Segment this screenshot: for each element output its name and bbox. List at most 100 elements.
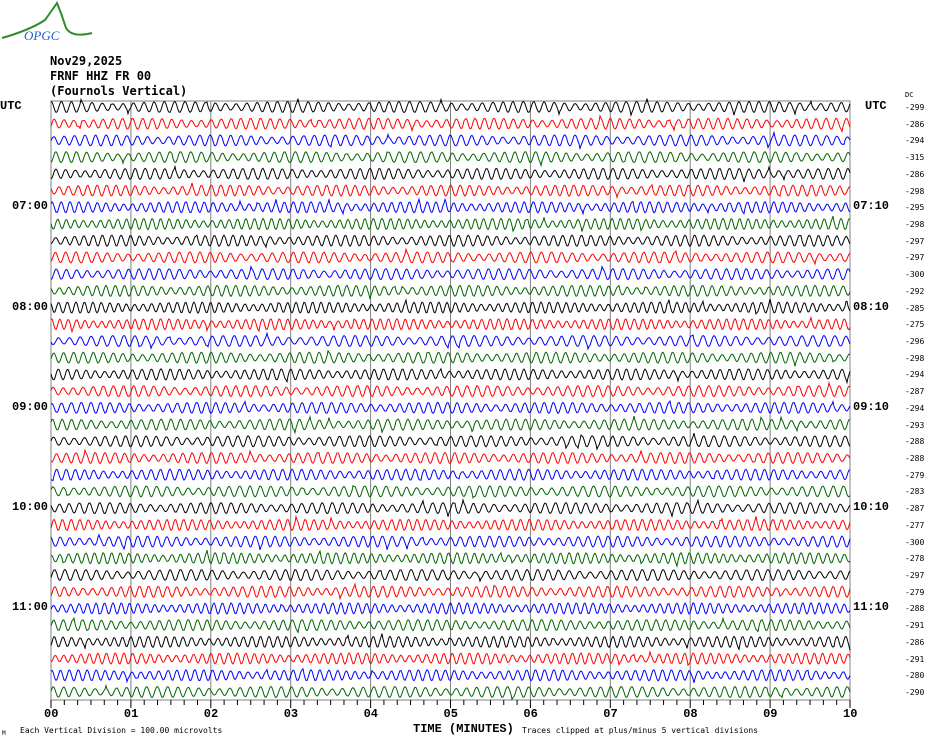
trace-row-17 — [50, 380, 851, 398]
dc-offset-label: -290 — [905, 688, 925, 697]
dc-offset-label: -297 — [905, 253, 925, 263]
dc-offset-label: -291 — [905, 621, 925, 631]
station-label: FRNF HHZ FR 00 — [50, 69, 152, 83]
dc-offset-label: -288 — [905, 604, 925, 614]
trace-row-21 — [50, 448, 851, 465]
dc-offset-label: -286 — [905, 169, 925, 179]
dc-offset-label: -298 — [905, 353, 925, 363]
x-tick-label: 07 — [603, 707, 618, 721]
trace-row-6 — [50, 197, 851, 216]
dc-offset-label: -275 — [905, 320, 925, 330]
dc-title: DC — [905, 91, 914, 99]
x-tick-label: 09 — [763, 707, 778, 721]
left-hour-label: 09:00 — [12, 399, 49, 414]
dc-offset-label: -315 — [905, 153, 925, 163]
x-tick-label: 04 — [363, 707, 378, 721]
dc-offset-label: -286 — [905, 119, 925, 129]
trace-row-16 — [50, 367, 851, 385]
x-axis-label: TIME (MINUTES) — [413, 722, 514, 736]
dc-offset-label: -297 — [905, 571, 925, 580]
trace-row-15 — [50, 349, 851, 367]
right-hour-label: 07:10 — [853, 199, 890, 214]
dc-offset-label: -296 — [905, 337, 925, 346]
left-utc-title: UTC — [0, 99, 22, 113]
trace-row-31 — [50, 616, 851, 634]
dc-offset-label: -280 — [905, 671, 925, 681]
trace-row-0 — [50, 97, 851, 117]
dc-offset-label: -300 — [905, 537, 925, 547]
x-tick-label: 05 — [443, 707, 458, 721]
trace-row-9 — [50, 247, 851, 266]
dc-offset-label: -295 — [905, 203, 925, 213]
dc-offset-label: -278 — [905, 554, 925, 564]
trace-row-10 — [50, 264, 851, 281]
x-tick-label: 10 — [843, 707, 858, 721]
location-label: (Fournols Vertical) — [50, 84, 188, 98]
trace-row-29 — [50, 582, 851, 601]
dc-offset-label: -291 — [905, 654, 925, 664]
dc-offset-label: -298 — [905, 186, 925, 196]
trace-row-18 — [50, 399, 851, 415]
x-tick-label: 01 — [123, 707, 139, 721]
trace-row-2 — [50, 130, 851, 151]
right-utc-title: UTC — [865, 99, 887, 113]
trace-row-35 — [50, 683, 851, 701]
x-tick-label: 03 — [283, 707, 299, 721]
dc-offset-label: -294 — [905, 403, 925, 413]
dc-offset-label: -297 — [905, 236, 925, 246]
dc-offset-label: -285 — [905, 303, 925, 313]
dc-offset-label: -279 — [905, 470, 925, 480]
trace-row-4 — [50, 164, 851, 183]
dc-offset-label: -300 — [905, 270, 925, 280]
trace-row-25 — [50, 514, 851, 532]
dc-offset-label: -288 — [905, 437, 925, 447]
dc-offset-label: -292 — [905, 286, 925, 296]
dc-offset-label: -283 — [905, 487, 925, 497]
left-hour-label: 07:00 — [12, 199, 49, 214]
clip-note: Traces clipped at plus/minus 5 vertical … — [522, 726, 759, 735]
trace-row-33 — [50, 650, 851, 667]
left-hour-label: 10:00 — [12, 500, 49, 515]
logo-text: OPGC — [24, 28, 60, 43]
dc-offset-label: -279 — [905, 587, 925, 597]
trace-row-27 — [50, 549, 851, 569]
opgc-logo: OPGC — [1, 0, 93, 43]
trace-row-1 — [50, 114, 851, 134]
trace-row-3 — [50, 151, 851, 168]
dc-offset-label: -293 — [905, 420, 925, 430]
left-hour-label: 11:00 — [12, 600, 49, 615]
trace-row-23 — [50, 485, 851, 499]
left-hour-label: 08:00 — [12, 299, 49, 314]
dc-offset-label: -287 — [905, 387, 925, 397]
dc-offset-label: -294 — [905, 136, 925, 146]
trace-row-32 — [50, 633, 851, 651]
trace-row-11 — [50, 284, 851, 300]
x-tick-label: 02 — [203, 707, 219, 721]
dc-offset-label: -287 — [905, 504, 925, 514]
dc-offset-label: -294 — [905, 370, 925, 380]
trace-row-5 — [50, 182, 851, 200]
right-hour-label: 11:10 — [853, 600, 890, 615]
trace-row-28 — [50, 568, 851, 583]
right-hour-label: 09:10 — [853, 399, 890, 414]
x-tick-label: 06 — [523, 707, 538, 721]
trace-row-12 — [50, 298, 851, 316]
trace-row-30 — [50, 601, 851, 615]
trace-row-7 — [50, 215, 851, 233]
trace-row-22 — [50, 468, 851, 482]
dc-offset-label: -299 — [905, 103, 925, 112]
trace-row-8 — [50, 234, 851, 249]
trace-row-34 — [50, 667, 851, 684]
dc-offset-label: -298 — [905, 220, 925, 229]
trace-row-13 — [50, 315, 851, 334]
right-hour-label: 08:10 — [853, 299, 890, 314]
x-tick-label: 00 — [44, 707, 59, 721]
trace-row-24 — [50, 498, 851, 519]
x-tick-label: 08 — [683, 707, 698, 721]
corner-mark: M — [2, 730, 6, 737]
dc-offset-label: -288 — [905, 454, 925, 463]
trace-row-20 — [50, 432, 851, 451]
right-hour-label: 10:10 — [853, 500, 890, 515]
